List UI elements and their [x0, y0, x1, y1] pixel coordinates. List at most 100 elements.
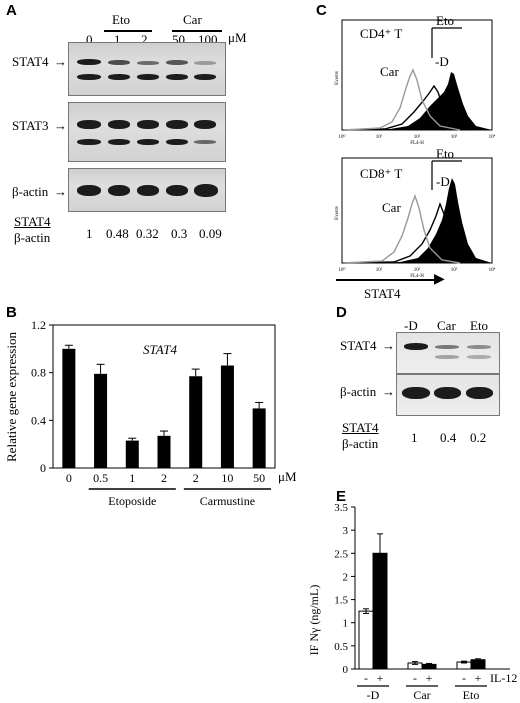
tick-label: 10⁴	[489, 267, 496, 273]
hist-eto-fill	[342, 72, 492, 130]
hist-car-curve	[343, 68, 461, 131]
ytick-label: 0.8	[31, 366, 46, 380]
lane-conc-0: 0	[86, 32, 93, 47]
ytick-label: 0.5	[334, 641, 348, 653]
group-label: Etoposide	[108, 494, 156, 508]
sign-label: +	[377, 671, 384, 685]
eto-label-cd4: Eto	[436, 13, 454, 28]
stat4-axis-arrow	[336, 279, 440, 281]
histogram-cd4: Events FL4-H 10⁰ 10¹ 10² 10³ 10⁴ CD4⁺ T …	[335, 13, 496, 146]
blot-label-actin-d: β-actin	[340, 384, 377, 399]
ratio-value: 0.32	[136, 226, 159, 241]
tick-label: 10²	[414, 267, 421, 273]
bar	[252, 408, 266, 468]
ytick-label: 2.5	[334, 548, 348, 560]
lane-label: Car	[437, 318, 456, 333]
category-label: 1	[129, 471, 135, 485]
ratio-value: 0.48	[106, 226, 129, 241]
chart-e-il12: IL-12	[490, 671, 517, 685]
blot-label-actin: β-actin	[12, 184, 49, 199]
xlabel-fl4: FL4-H	[410, 274, 424, 279]
sign-label: +	[426, 671, 433, 685]
category-label: 10	[221, 471, 233, 485]
ratio-denominator: β-actin	[14, 230, 51, 245]
chart-b-title: STAT4	[143, 342, 177, 357]
panel-label-e: E	[336, 488, 347, 505]
hist-d-curve	[343, 84, 471, 131]
category-label: 50	[253, 471, 265, 485]
ytick-label: 1.5	[334, 595, 348, 607]
flow-histograms: Events FL4-H 10⁰ 10¹ 10² 10³ 10⁴ CD4⁺ T …	[335, 13, 496, 279]
category-label: 0.5	[93, 471, 108, 485]
panel-label-d: D	[336, 304, 347, 321]
ytick-label: 0	[40, 461, 46, 475]
histogram-cd8: Events FL4-H 10⁰ 10¹ 10² 10³ 10⁴ CD8⁺ T …	[335, 146, 496, 279]
blot-label-stat4: STAT4	[12, 54, 49, 69]
chart-b-ylabel: Relative gene expression	[4, 332, 19, 462]
unit-label: μM	[228, 30, 247, 45]
blot-label-stat3: STAT3	[12, 118, 49, 133]
ratio-value: 0.4	[440, 430, 457, 445]
chart-b: 0 0.4 0.8 1.2 STAT4 Relative gene expressio…	[4, 318, 297, 508]
ytick-label: 1.2	[31, 318, 46, 332]
tick-label: 10⁰	[338, 267, 345, 273]
xlabel-fl4: FL4-H	[410, 141, 424, 146]
group-label: Carmustine	[200, 494, 255, 508]
lane-label: -D	[404, 318, 418, 333]
bar	[157, 435, 171, 468]
chart-e: 00.511.522.533.5 IF Nγ (ng/mL) - + - + - + -D…	[307, 502, 517, 700]
arrow-icon: ▶	[434, 272, 445, 287]
tick-label: 10²	[414, 134, 421, 140]
blot-stat4	[68, 42, 226, 96]
hist-car-curve	[343, 193, 461, 264]
sign-label: -	[413, 671, 417, 685]
car-label-cd4: Car	[380, 64, 399, 79]
blot-stat3	[68, 102, 226, 162]
tick-label: 10⁰	[338, 134, 345, 140]
ytick-label: 0.4	[31, 413, 46, 427]
ratio-value: 1	[86, 226, 93, 241]
d-label-cd4: -D	[435, 54, 449, 69]
group-label-eto: Eto	[112, 12, 131, 27]
arrow-icon: →	[54, 118, 67, 133]
ratio-denominator-d: β-actin	[342, 436, 379, 451]
ytick-label: 2	[343, 571, 349, 583]
bar	[220, 365, 234, 468]
ratio-value: 0.3	[171, 226, 188, 241]
bar	[189, 376, 203, 468]
blot-actin-d	[396, 374, 500, 416]
group-bar-car	[172, 30, 222, 32]
category-label: 2	[161, 471, 167, 485]
bar	[125, 440, 139, 468]
hist-d-curve	[343, 201, 471, 264]
sign-label: -	[462, 671, 466, 685]
arrow-icon: →	[382, 384, 395, 399]
ylabel-events: Events	[335, 71, 340, 85]
chart-e-ylabel: IF Nγ (ng/mL)	[307, 585, 321, 656]
category-label: 0	[66, 471, 72, 485]
blot-stat4-d	[396, 332, 500, 374]
bar	[62, 348, 76, 468]
ratio-value: 1	[411, 430, 418, 445]
category-label: Car	[413, 688, 430, 700]
sign-label: -	[364, 671, 368, 685]
category-label: -D	[367, 688, 380, 700]
tick-label: 10¹	[376, 134, 383, 140]
arrow-icon: →	[382, 338, 395, 353]
d-label-cd8: -D	[436, 174, 450, 189]
lane-conc-2: 2	[141, 32, 148, 47]
tick-label: 10³	[451, 267, 458, 273]
ratio-numerator-d: STAT4	[342, 420, 379, 435]
ratio-numerator: STAT4	[14, 214, 51, 229]
lane-conc-1: 1	[114, 32, 121, 47]
panel-label-b: B	[6, 304, 17, 321]
sign-label: +	[475, 671, 482, 685]
ratio-value: 0.09	[199, 226, 222, 241]
panel-label-a: A	[6, 2, 17, 19]
cd4-label: CD4⁺ T	[360, 26, 402, 41]
hist-eto-fill	[342, 178, 492, 263]
ytick-label: 1	[343, 618, 349, 630]
tick-label: 10³	[451, 134, 458, 140]
panel-label-c: C	[316, 2, 327, 19]
stat4-axis-label: STAT4	[364, 286, 401, 301]
